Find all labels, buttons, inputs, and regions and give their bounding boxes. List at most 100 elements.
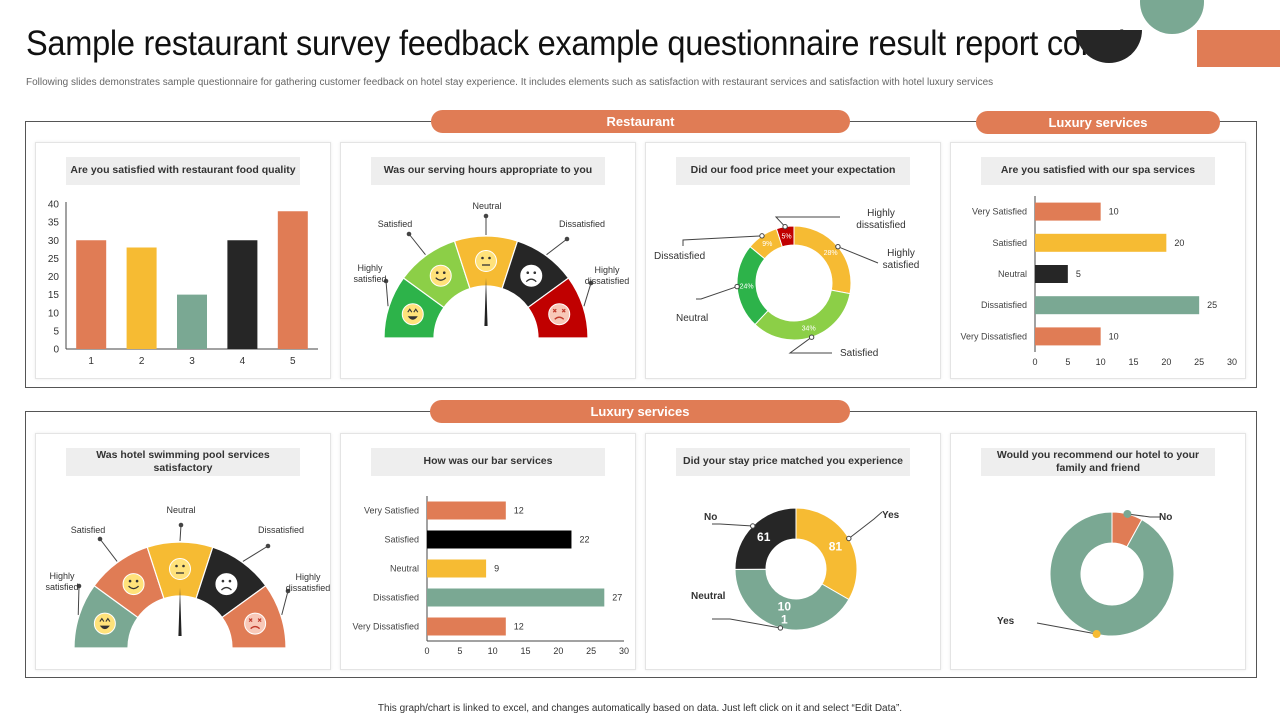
decor-dark-half-circle <box>1076 30 1142 63</box>
leader-dot <box>97 536 103 542</box>
bar-neutral <box>427 559 487 578</box>
y-tick-label: 20 <box>48 272 60 283</box>
card-title: Did your stay price matched you experien… <box>676 448 910 476</box>
leader-dot <box>178 522 184 528</box>
neutral-face-icon <box>169 558 191 580</box>
leader-line <box>408 233 426 255</box>
sad-face-icon <box>520 264 543 287</box>
slice-label-highly-dissatisfied: dissatisfied <box>856 220 905 231</box>
serving-hours-gauge-chart: HighlysatisfiedSatisfiedNeutralDissatisf… <box>353 201 629 339</box>
leader-line <box>77 585 80 615</box>
gauge-label-highly-dissatisfied: Highly <box>594 265 620 275</box>
gauge-needle <box>178 588 182 636</box>
happy-face-icon <box>122 573 145 596</box>
leader-dot <box>1092 630 1101 639</box>
x-tick-label: 15 <box>1128 357 1138 367</box>
gauge-label-satisfied: Satisfied <box>378 219 413 229</box>
gauge-label-dissatisfied: Dissatisfied <box>559 219 605 229</box>
leader-line <box>385 280 389 307</box>
y-tick-label: 35 <box>48 218 60 229</box>
slice-label-yes: Yes <box>882 510 900 521</box>
very-happy-face-icon <box>401 303 424 326</box>
slice-label-highly-dissatisfied: Highly <box>867 208 895 219</box>
x-tick-label: 25 <box>586 646 596 656</box>
value-label: 20 <box>1174 238 1184 248</box>
value-label: 10 <box>1109 331 1119 341</box>
data-label-highly-satisfied: 28% <box>824 250 838 257</box>
x-tick-label: 0 <box>1032 357 1037 367</box>
value-label: 12 <box>514 506 524 516</box>
gauge-label-highly-dissatisfied: Highly <box>295 572 321 582</box>
data-label-yes: 81 <box>829 539 843 553</box>
data-label-dissatisfied: 9% <box>762 241 772 248</box>
bar-very-satisfied <box>1035 202 1101 221</box>
value-label: 22 <box>579 535 589 545</box>
data-label-neutral: 1 <box>781 612 788 626</box>
card-title: Did our food price meet your expectation <box>676 157 910 185</box>
decor-orange-block <box>1197 30 1280 67</box>
sad-face-icon <box>215 573 238 596</box>
leader-dot <box>564 236 570 242</box>
card-title: How was our bar services <box>371 448 605 476</box>
leader-line <box>712 618 781 629</box>
leader-line <box>179 524 182 542</box>
category-label: Dissatisfied <box>981 300 1027 310</box>
y-tick-label: 15 <box>48 290 60 301</box>
donut-slice-dissatisfied <box>749 228 783 260</box>
x-tick-label: 5 <box>1065 357 1070 367</box>
value-label: 27 <box>612 593 622 603</box>
category-label: Satisfied <box>992 238 1027 248</box>
leader-line <box>242 545 269 562</box>
leader-dot <box>483 213 489 219</box>
donut-slice-yes <box>795 507 858 601</box>
leader-line <box>774 216 840 228</box>
stay-price-donut-chart: 81 Yes 101 Neutral 61 No <box>691 507 900 631</box>
y-tick-label: 5 <box>53 326 59 337</box>
slice-label-yes: Yes <box>997 616 1015 627</box>
y-tick-label: 0 <box>53 345 59 356</box>
leader-dot <box>759 233 765 239</box>
value-label: 5 <box>1076 269 1081 279</box>
leader-dot <box>750 523 756 529</box>
leader-dot <box>285 588 291 594</box>
x-tick-label: 4 <box>240 356 246 367</box>
donut-slice-satisfied <box>754 289 851 341</box>
gauge-label-highly-satisfied: satisfied <box>45 582 78 592</box>
leader-dot <box>835 243 841 250</box>
leader-line <box>788 336 832 354</box>
data-label-satisfied: 34% <box>802 326 816 333</box>
x-tick-label: 30 <box>1227 357 1237 367</box>
page-title: Sample restaurant survey feedback exampl… <box>26 24 1134 63</box>
x-tick-label: 3 <box>189 356 195 367</box>
leader-line <box>837 246 879 264</box>
leader-line <box>281 590 289 616</box>
card-title: Was hotel swimming pool services satisfa… <box>66 448 300 476</box>
footer-note: This graph/chart is linked to excel, and… <box>377 703 903 714</box>
very-happy-face-icon <box>93 612 116 635</box>
leader-dot <box>782 224 788 230</box>
leader-line <box>1127 513 1161 518</box>
leader-line <box>99 538 118 562</box>
card-title: Are you satisfied with restaurant food q… <box>66 157 300 185</box>
gauge-label-highly-dissatisfied: dissatisfied <box>286 583 331 593</box>
very-sad-face-icon <box>548 303 571 326</box>
happy-face-icon <box>429 264 452 287</box>
bar-services-bar-chart: 0 5 10 15 20 25 30 Very Satisfied 12 Satisfied 22 N… <box>352 496 629 656</box>
category-label: Neutral <box>390 564 419 574</box>
slice-label-highly-satisfied: Highly <box>887 248 915 259</box>
x-tick-label: 10 <box>488 646 498 656</box>
restaurant-section-label: Restaurant <box>431 110 850 133</box>
gauge-label-satisfied: Satisfied <box>71 525 106 535</box>
bar-neutral <box>1035 265 1068 283</box>
gauge-label-neutral: Neutral <box>472 201 501 211</box>
bar-very-dissatisfied <box>1035 327 1101 346</box>
card-spa-services: Are you satisfied with our spa services … <box>950 142 1246 379</box>
x-tick-label: 1 <box>88 356 94 367</box>
leader-dot <box>76 583 82 589</box>
y-tick-label: 30 <box>48 236 60 247</box>
gauge-label-highly-satisfied: Highly <box>357 263 383 273</box>
donut-slice-yes <box>1049 511 1175 637</box>
luxury-services-top-label: Luxury services <box>976 111 1220 134</box>
bar-very-satisfied <box>427 501 506 520</box>
category-label: Very Satisfied <box>972 207 1027 217</box>
